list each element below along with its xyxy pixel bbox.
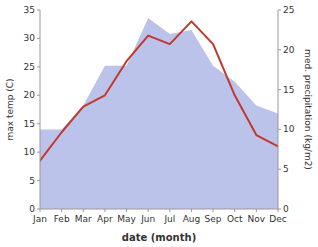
y2-tick-label: 5 xyxy=(283,164,289,174)
x-tick-label: Jul xyxy=(163,214,175,224)
y2-tick-label: 0 xyxy=(283,204,289,214)
y-tick xyxy=(37,10,40,11)
y2-tick-label: 25 xyxy=(283,5,294,15)
x-tick-label: Oct xyxy=(227,214,243,224)
x-tick xyxy=(83,209,84,212)
precipitation-area xyxy=(40,18,278,209)
y-tick-label: 15 xyxy=(24,119,35,129)
x-tick xyxy=(169,209,170,212)
y-tick-label: 25 xyxy=(24,62,35,72)
y-tick-label: 30 xyxy=(24,33,36,43)
y2-axis-line xyxy=(278,10,279,209)
y-tick xyxy=(37,38,40,39)
x-axis-line xyxy=(40,209,278,210)
x-tick xyxy=(104,209,105,212)
x-tick xyxy=(278,209,279,212)
y-tick-label: 20 xyxy=(24,90,36,100)
x-tick xyxy=(213,209,214,212)
y2-tick-label: 20 xyxy=(283,45,295,55)
page: {"chart_data": {"type": "line", "xlabel"… xyxy=(0,0,318,247)
y-axis-line xyxy=(40,10,41,209)
x-tick-label: Jun xyxy=(140,214,155,224)
x-tick xyxy=(191,209,192,212)
x-tick xyxy=(40,209,41,212)
y2-tick xyxy=(278,129,281,130)
x-tick xyxy=(61,209,62,212)
y-tick-label: 35 xyxy=(24,5,35,15)
y2-axis-title: med. precipitation (kg/m2) xyxy=(303,49,313,170)
chart-container: 0 5 10 15 20 25 30 35 0 5 10 15 20 25 Jan Feb Mar Apr May J… xyxy=(0,0,318,247)
y-tick xyxy=(37,95,40,96)
y2-tick-label: 10 xyxy=(283,124,295,134)
temperature-line xyxy=(40,21,278,160)
x-tick-label: Mar xyxy=(75,214,92,224)
plot-area xyxy=(40,18,278,209)
y-tick-label: 10 xyxy=(24,147,36,157)
x-tick-label: Nov xyxy=(248,214,266,224)
y-tick xyxy=(37,152,40,153)
y-axis-title: max temp (C) xyxy=(5,78,15,140)
y2-tick-label: 15 xyxy=(283,85,294,95)
x-tick-label: Aug xyxy=(183,214,201,224)
y2-tick xyxy=(278,49,281,50)
x-tick xyxy=(234,209,235,212)
chart: 0 5 10 15 20 25 30 35 0 5 10 15 20 25 Jan Feb Mar Apr May J… xyxy=(0,0,318,247)
x-tick-label: Jan xyxy=(32,214,47,224)
x-tick-label: Sep xyxy=(205,214,222,224)
y-tick-label: 5 xyxy=(29,176,35,186)
x-tick xyxy=(256,209,257,212)
x-tick xyxy=(148,209,149,212)
y-tick-label: 0 xyxy=(29,204,35,214)
x-tick-label: May xyxy=(117,214,136,224)
x-tick-label: Apr xyxy=(97,214,113,224)
y2-tick xyxy=(278,89,281,90)
x-tick-label: Dec xyxy=(269,214,286,224)
axes: 0 5 10 15 20 25 30 35 0 5 10 15 20 25 Jan Feb Mar Apr May J… xyxy=(24,5,295,224)
y2-tick xyxy=(278,169,281,170)
y2-tick xyxy=(278,10,281,11)
x-tick xyxy=(126,209,127,212)
x-axis-title: date (month) xyxy=(122,232,196,243)
y-tick xyxy=(37,66,40,67)
x-tick-label: Feb xyxy=(54,214,70,224)
y-tick xyxy=(37,123,40,124)
y-tick xyxy=(37,180,40,181)
